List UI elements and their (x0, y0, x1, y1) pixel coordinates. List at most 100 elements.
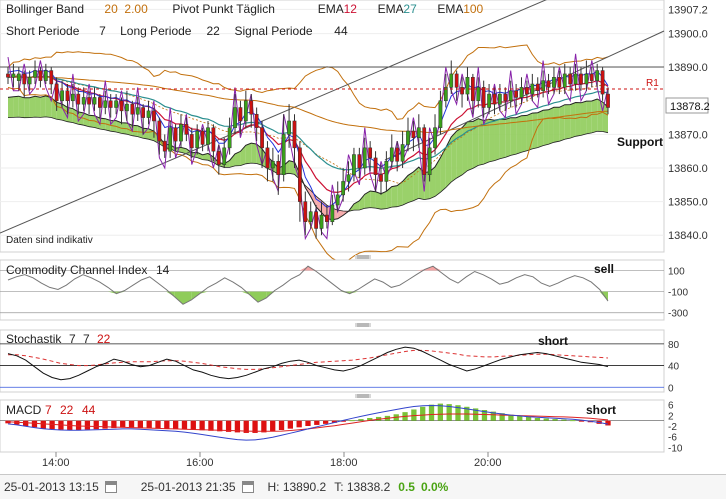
stoch-param-1: 7 (69, 332, 76, 346)
price-axis: 13907.2 13900.0 13890.0 13870.0 13860.0 13850… (668, 4, 708, 242)
macd-hist-bar-15 (137, 420, 143, 428)
cloud-segment-100 (548, 107, 554, 145)
macd-plot (0, 403, 664, 441)
cloud-segment-56 (310, 190, 317, 207)
cloud-segment-71 (391, 185, 398, 208)
cloud-segment-42 (235, 151, 241, 166)
macd-hist-bar-47 (420, 406, 426, 421)
candle-body-7 (43, 70, 48, 81)
svg-text:13878.2: 13878.2 (670, 101, 710, 113)
macd-hist-bar-13 (120, 420, 126, 428)
candle-body-93 (508, 90, 513, 102)
indicator-legend: Bollinger Band 20 2.00 Pivot Punkt Täglich E… (6, 2, 484, 38)
legend-row2-item-2: Signal Periode (235, 24, 313, 38)
candle-body-73 (400, 144, 405, 162)
stoch-tick-2: 0 (668, 383, 674, 394)
support-label: Support (617, 135, 663, 149)
range-from: 25-01-2013 13:15 (4, 480, 99, 494)
cloud-segment-94 (516, 115, 522, 155)
cloud-segment-14 (83, 113, 90, 127)
cci-panel[interactable]: Commodity Channel Index 14 sell 100 -100 -… (0, 259, 688, 321)
main-panel[interactable]: R1 Daten sind indikativ Support (0, 0, 665, 262)
candle-body-92 (503, 93, 508, 102)
candle-body-26 (146, 110, 151, 118)
candle-body-104 (568, 73, 573, 85)
cloud-segment-23 (132, 125, 138, 137)
cloud-segment-41 (229, 153, 236, 168)
macd-hist-bar-61 (543, 418, 549, 421)
candle-body-85 (465, 77, 470, 95)
cloud-segment-17 (99, 118, 106, 130)
macd-hist-bar-21 (190, 420, 196, 430)
change-pct: 0.0% (420, 480, 449, 494)
legend-row2-param-0-0: 7 (99, 24, 106, 38)
macd-hist-bar-26 (234, 420, 241, 433)
candle-body-99 (541, 80, 546, 91)
candle-body-35 (195, 130, 200, 149)
candle-body-14 (81, 97, 86, 105)
cloud-segment-79 (435, 157, 441, 197)
candle-body-44 (243, 100, 248, 122)
cloud-segment-22 (126, 123, 133, 136)
macd-hist-bar-68 (605, 420, 611, 426)
cloud-segment-102 (559, 104, 565, 142)
candle-body-49 (270, 161, 275, 169)
candle-body-80 (438, 100, 443, 128)
cloud-segment-91 (499, 119, 506, 159)
stoch-param-2: 7 (83, 332, 90, 346)
cloud-segment-3 (24, 97, 30, 118)
candle-body-101 (552, 77, 556, 88)
macd-hist-bar-12 (111, 420, 117, 429)
macd-hist-bar-41 (367, 418, 373, 421)
candle-body-57 (314, 211, 318, 229)
candle-body-21 (119, 100, 124, 112)
price-tick-3: 13870.0 (668, 129, 708, 141)
panel-splitter-2[interactable] (355, 323, 371, 327)
cloud-segment-15 (89, 115, 95, 128)
cloud-segment-45 (251, 143, 257, 164)
footer-bar: 25-01-2013 13:15 25-01-2013 21:35 H: 138… (0, 474, 726, 499)
cloud-segment-11 (67, 107, 73, 123)
macd-hist-bar-59 (525, 416, 532, 421)
price-candles[interactable] (6, 60, 610, 239)
cloud-segment-65 (359, 194, 365, 210)
macd-hist-bar-2 (23, 420, 29, 426)
macd-hist-bar-39 (349, 420, 355, 422)
macd-param-3: 44 (82, 403, 96, 417)
panel-splitter-1[interactable] (355, 255, 371, 259)
candle-body-68 (373, 157, 378, 175)
cloud-segment-82 (451, 131, 457, 183)
time-tick-2: 18:00 (330, 457, 358, 469)
cloud-segment-97 (532, 112, 538, 149)
cloud-span-b (7, 116, 609, 212)
candle-body-25 (141, 107, 146, 118)
macd-title: MACD (6, 403, 42, 417)
cloud-segment-73 (402, 175, 408, 206)
stoch-k-line (7, 346, 609, 381)
cci-param: 14 (156, 263, 170, 277)
macd-hist-bar-8 (75, 420, 82, 430)
oscillating-line (7, 53, 609, 241)
cci-tick-2: -300 (668, 309, 688, 320)
time-tick-3: 20:00 (474, 457, 502, 469)
legend-row2-param-2-0: 44 (334, 24, 348, 38)
candle-body-100 (546, 80, 551, 88)
stoch-panel[interactable]: Stochastik 7 7 22 short 80 40 0 (0, 329, 680, 394)
macd-hist-bar-16 (146, 420, 152, 429)
cloud-segment-8 (51, 97, 57, 120)
cci-axis: 100 -100 -300 (668, 266, 688, 319)
cloud-segment-80 (440, 147, 446, 193)
candle-body-81 (443, 87, 448, 102)
candle-body-16 (92, 97, 97, 105)
calendar-to-icon[interactable] (241, 481, 254, 493)
candle-body-58 (319, 214, 324, 229)
time-axis: 14:00 16:00 18:00 20:00 (42, 452, 502, 469)
legend-param-2-0: 12 (344, 2, 358, 16)
candle-body-70 (384, 161, 389, 182)
macd-hist-bar-64 (570, 420, 576, 422)
calendar-from-icon[interactable] (104, 481, 117, 493)
cloud-segment-0 (8, 96, 14, 118)
macd-panel[interactable]: MACD 7 22 44 short 62-2-6-10 (0, 399, 683, 454)
legend-param-3-0: 27 (403, 2, 417, 16)
panel-splitter-3[interactable] (355, 394, 371, 398)
